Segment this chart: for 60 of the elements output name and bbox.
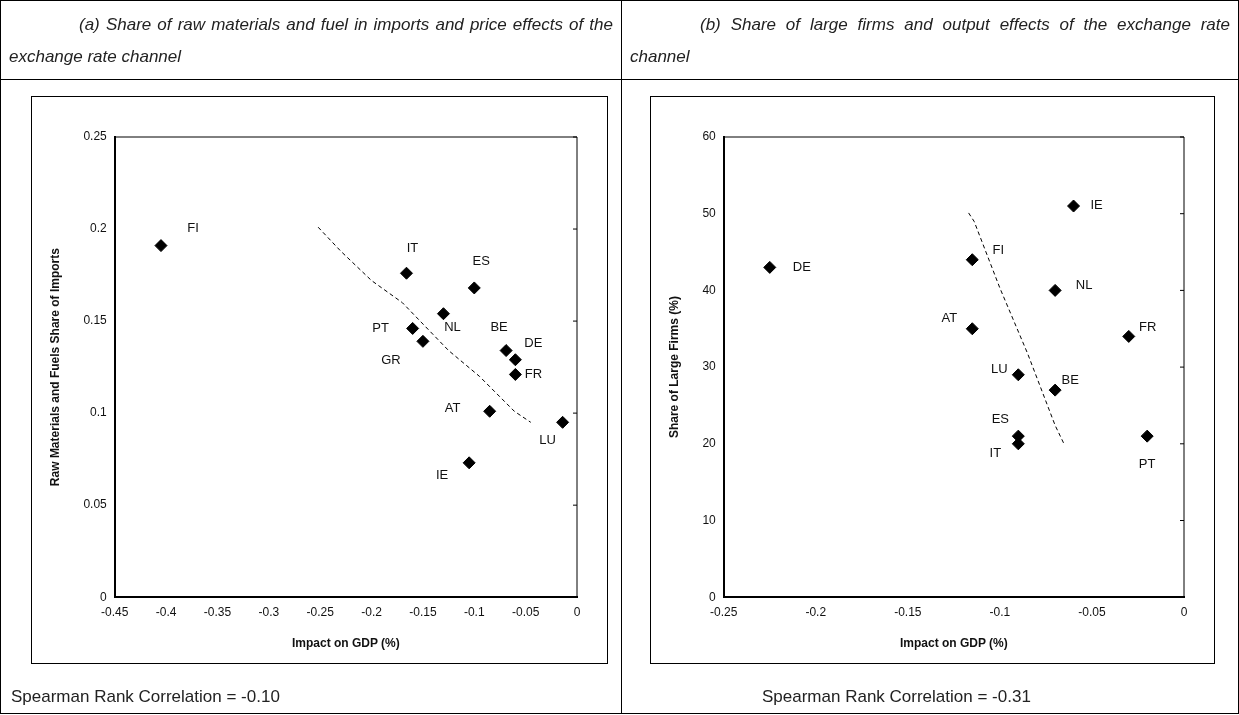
- data-label: ES: [991, 410, 1010, 426]
- x-tick-label: -0.45: [101, 604, 129, 619]
- data-label: BE: [1061, 371, 1080, 387]
- x-tick-label: -0.35: [203, 604, 232, 619]
- data-label: IT: [406, 239, 419, 255]
- y-tick-label: 0.1: [90, 405, 108, 420]
- x-tick-label: -0.05: [1078, 604, 1106, 619]
- x-tick-label: -0.1: [989, 604, 1011, 619]
- data-label: IT: [989, 445, 1002, 461]
- text: Spearman Rank Correlation = -0.10: [11, 687, 280, 707]
- x-tick-label: 0: [1180, 604, 1188, 619]
- x-tick-label: -0.2: [361, 604, 383, 619]
- data-label: LU: [539, 431, 556, 447]
- chart-title: (a) Share of raw materials and fuel in imports and price effects of the exchange rate channel: [9, 14, 613, 68]
- x-tick-label: -0.25: [306, 604, 335, 619]
- y-axis-title: Raw Materials and Fuels Share of Imports: [47, 247, 62, 487]
- x-tick-label: -0.15: [409, 604, 437, 619]
- data-label: NL: [444, 319, 461, 335]
- data-label: GR: [381, 351, 401, 367]
- x-tick-label: -0.1: [463, 604, 485, 619]
- data-label: PT: [1138, 455, 1156, 471]
- y-tick-label: 0: [709, 589, 717, 604]
- y-tick-label: 10: [702, 512, 717, 527]
- x-tick-label: -0.3: [258, 604, 280, 619]
- x-tick-label: -0.15: [894, 604, 922, 619]
- chart-title: (b) Share of large firms and output effects of the exchange rate channel: [630, 14, 1230, 68]
- y-tick-label: 0: [100, 589, 108, 604]
- data-label: FI: [992, 242, 1005, 258]
- data-label: DE: [792, 258, 812, 274]
- x-axis-title: Impact on GDP (%): [291, 636, 400, 651]
- x-tick-label: -0.05: [511, 604, 540, 619]
- data-label: FR: [524, 366, 543, 382]
- data-label: PT: [372, 320, 389, 336]
- data-label: IE: [435, 467, 449, 483]
- data-label: BE: [490, 319, 509, 335]
- y-tick-label: 0.2: [90, 221, 108, 236]
- data-label: FR: [1139, 319, 1157, 334]
- data-label: AT: [444, 399, 461, 415]
- data-label: ES: [472, 252, 491, 268]
- y-tick-label: 20: [702, 436, 717, 451]
- x-tick-label: -0.4: [155, 604, 177, 619]
- text: Spearman Rank Correlation = -0.31: [762, 687, 1031, 707]
- x-tick-label: 0: [573, 604, 581, 619]
- x-axis-title: Impact on GDP (%): [899, 636, 1008, 651]
- x-tick-label: -0.25: [710, 604, 738, 619]
- y-tick-label: 0.15: [83, 313, 108, 328]
- data-label: NL: [1075, 276, 1093, 292]
- y-tick-label: 0.05: [83, 497, 108, 512]
- x-tick-label: -0.2: [805, 604, 827, 619]
- y-tick-label: 60: [702, 129, 717, 144]
- data-label: DE: [524, 335, 543, 351]
- y-tick-label: 30: [702, 359, 717, 374]
- y-tick-label: 0.25: [83, 129, 108, 144]
- data-label: FI: [187, 220, 199, 236]
- data-label: AT: [941, 310, 958, 326]
- y-tick-label: 40: [702, 282, 717, 297]
- y-tick-label: 50: [702, 206, 717, 221]
- data-label: IE: [1090, 196, 1103, 212]
- y-axis-title: Share of Large Firms (%): [666, 296, 681, 439]
- data-label: LU: [991, 361, 1008, 377]
